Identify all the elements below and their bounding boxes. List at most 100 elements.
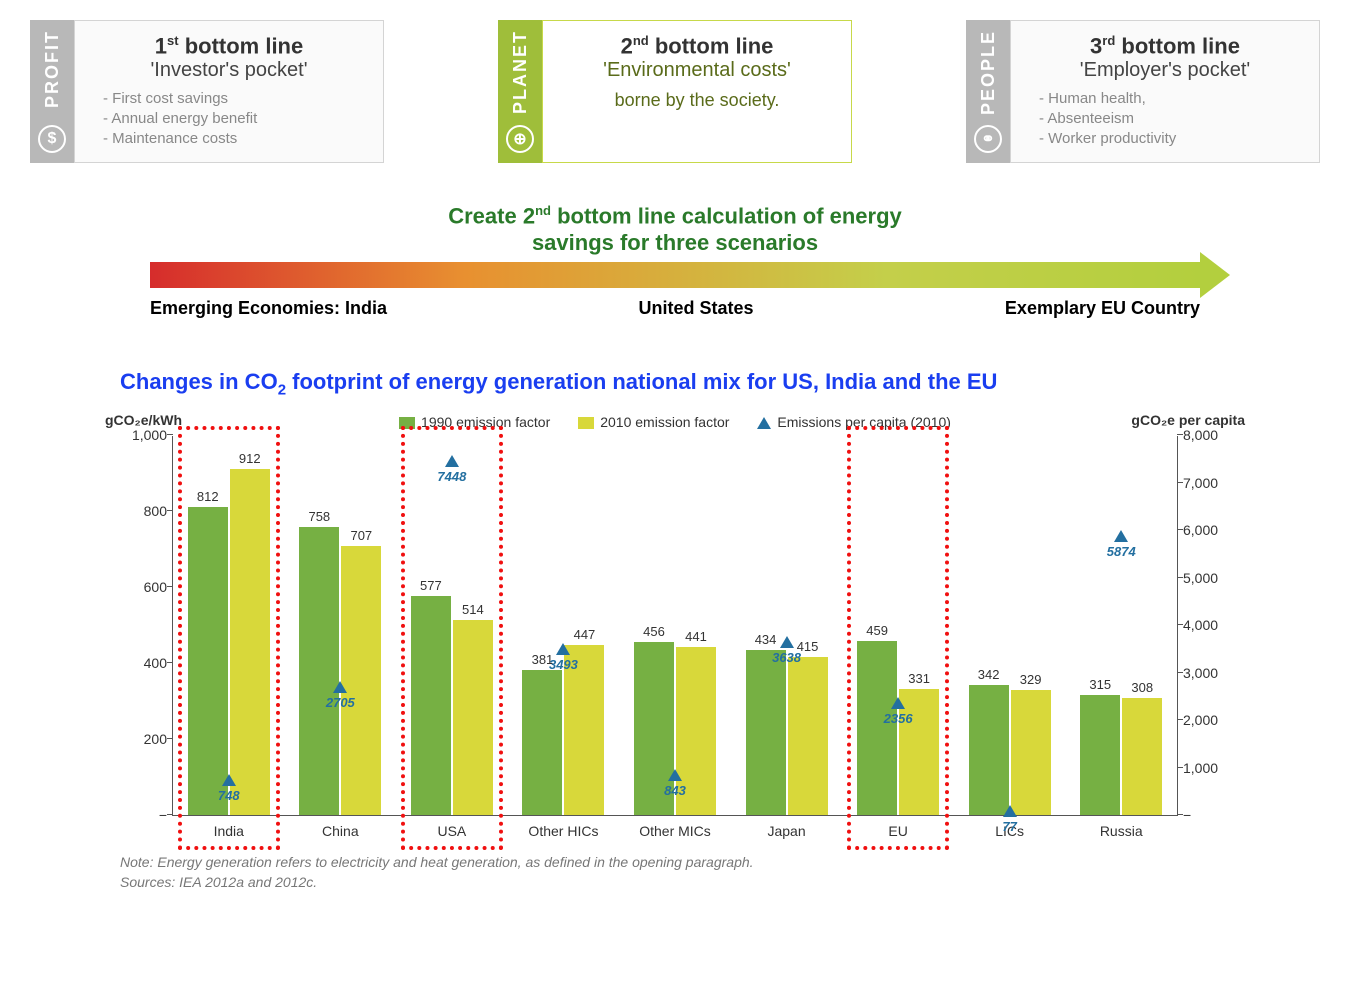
marker-value: 7448 (437, 469, 466, 484)
bar-2010: 329 (1011, 690, 1051, 815)
panel-planet-content: 2nd bottom line 'Environmental costs' bo… (542, 20, 852, 163)
bar-1990: 434 (746, 650, 786, 815)
legend-item: 2010 emission factor (578, 414, 729, 430)
x-category: Other MICs (639, 823, 711, 839)
ytick-right: 2,000 (1183, 712, 1229, 728)
bar-1990: 381 (522, 670, 562, 815)
bullet: Absenteeism (1039, 110, 1299, 127)
left-axis-title: gCO₂e/kWh (105, 412, 182, 428)
marker-value: 843 (664, 783, 686, 798)
bullet: Maintenance costs (103, 130, 363, 147)
x-category: USA (437, 823, 466, 839)
chart-note: Note: Energy generation refers to electr… (120, 854, 1320, 870)
chart-legend: 1990 emission factor 2010 emission facto… (120, 414, 1230, 430)
marker-triangle-icon: 843 (668, 769, 682, 781)
bar-2010: 514 (453, 620, 493, 815)
bar-value: 441 (685, 629, 707, 644)
panel-planet-subtitle: 'Environmental costs' (563, 59, 831, 82)
bar-group: 342329 (969, 685, 1051, 815)
arrow-labels: Emerging Economies: India United States … (150, 298, 1200, 319)
panel-profit-label: PROFIT (42, 30, 63, 108)
legend-item: 1990 emission factor (399, 414, 550, 430)
panel-profit: PROFIT $ 1st bottom line 'Investor's poc… (30, 20, 384, 163)
people-icon: ⚭ (974, 125, 1002, 153)
bar-group: 434415 (746, 650, 828, 815)
bar-1990: 812 (188, 507, 228, 816)
x-category: Russia (1100, 823, 1143, 839)
bar-group: 812912 (188, 469, 270, 816)
top-panels: PROFIT $ 1st bottom line 'Investor's poc… (30, 20, 1320, 163)
bullet: Human health, (1039, 90, 1299, 107)
chart: gCO₂e/kWh gCO₂e per capita −200400600800… (120, 436, 1230, 816)
bar-2010: 912 (230, 469, 270, 816)
ytick-left: 1,000 (121, 427, 167, 443)
panel-people-content: 3rd bottom line 'Employer's pocket' Huma… (1010, 20, 1320, 163)
panel-people-subtitle: 'Employer's pocket' (1031, 59, 1299, 82)
bar-1990: 758 (299, 527, 339, 815)
marker-triangle-icon: 3638 (780, 636, 794, 648)
bar-value: 577 (420, 578, 442, 593)
bar-2010: 415 (788, 657, 828, 815)
marker-triangle-icon: 2705 (333, 681, 347, 693)
scenario-arrow: Emerging Economies: India United States … (150, 262, 1200, 319)
ytick-left: 400 (121, 655, 167, 671)
bar-value: 758 (308, 509, 330, 524)
panel-planet-label: PLANET (510, 30, 531, 114)
dollar-icon: $ (38, 125, 66, 153)
panel-people-sidebar: PEOPLE ⚭ (966, 20, 1010, 163)
bar-value: 329 (1020, 672, 1042, 687)
right-axis-title: gCO₂e per capita (1131, 412, 1245, 428)
bar-1990: 342 (969, 685, 1009, 815)
bar-2010: 331 (899, 689, 939, 815)
plot-area: −2004006008001,000−1,0002,0003,0004,0005… (172, 436, 1178, 816)
ytick-right: 5,000 (1183, 570, 1229, 586)
bar-group: 459331 (857, 641, 939, 815)
ytick-right: 3,000 (1183, 665, 1229, 681)
panel-profit-sidebar: PROFIT $ (30, 20, 74, 163)
marker-value: 77 (1002, 819, 1016, 834)
marker-triangle-icon: 5874 (1114, 530, 1128, 542)
bar-1990: 577 (411, 596, 451, 815)
bar-2010: 707 (341, 546, 381, 815)
panel-people-title: 3rd bottom line (1031, 33, 1299, 59)
bar-value: 447 (574, 627, 596, 642)
triangle-icon (757, 417, 771, 429)
bar-value: 812 (197, 489, 219, 504)
marker-triangle-icon: 3493 (556, 643, 570, 655)
x-category: Japan (767, 823, 805, 839)
ytick-right: 6,000 (1183, 522, 1229, 538)
x-category: India (214, 823, 244, 839)
bullet: First cost savings (103, 90, 363, 107)
bar-value: 315 (1089, 677, 1111, 692)
marker-triangle-icon: 7448 (445, 455, 459, 467)
ytick-right: − (1183, 807, 1229, 823)
bullet: Worker productivity (1039, 130, 1299, 147)
gradient-arrow-icon (150, 262, 1200, 288)
x-category: Other HICs (528, 823, 598, 839)
ytick-left: − (121, 807, 167, 823)
marker-value: 2705 (326, 695, 355, 710)
chart-title: Changes in CO2 footprint of energy gener… (120, 369, 1320, 398)
marker-value: 3493 (549, 657, 578, 672)
bar-value: 308 (1131, 680, 1153, 695)
panel-planet-sidebar: PLANET ⊕ (498, 20, 542, 163)
marker-value: 3638 (772, 650, 801, 665)
panel-planet: PLANET ⊕ 2nd bottom line 'Environmental … (498, 20, 852, 163)
bar-value: 459 (866, 623, 888, 638)
panel-planet-subtitle2: borne by the society. (563, 90, 831, 111)
ytick-right: 1,000 (1183, 760, 1229, 776)
ytick-left: 200 (121, 731, 167, 747)
bar-value: 434 (755, 632, 777, 647)
bar-value: 514 (462, 602, 484, 617)
bar-group: 758707 (299, 527, 381, 815)
marker-triangle-icon: 748 (222, 774, 236, 786)
ytick-right: 4,000 (1183, 617, 1229, 633)
panel-profit-title: 1st bottom line (95, 33, 363, 59)
bullet: Annual energy benefit (103, 110, 363, 127)
panel-profit-subtitle: 'Investor's pocket' (95, 59, 363, 82)
bar-value: 707 (350, 528, 372, 543)
bar-group: 577514 (411, 596, 493, 815)
bar-value: 456 (643, 624, 665, 639)
chart-container: 1990 emission factor 2010 emission facto… (120, 414, 1230, 816)
panel-planet-title: 2nd bottom line (563, 33, 831, 59)
